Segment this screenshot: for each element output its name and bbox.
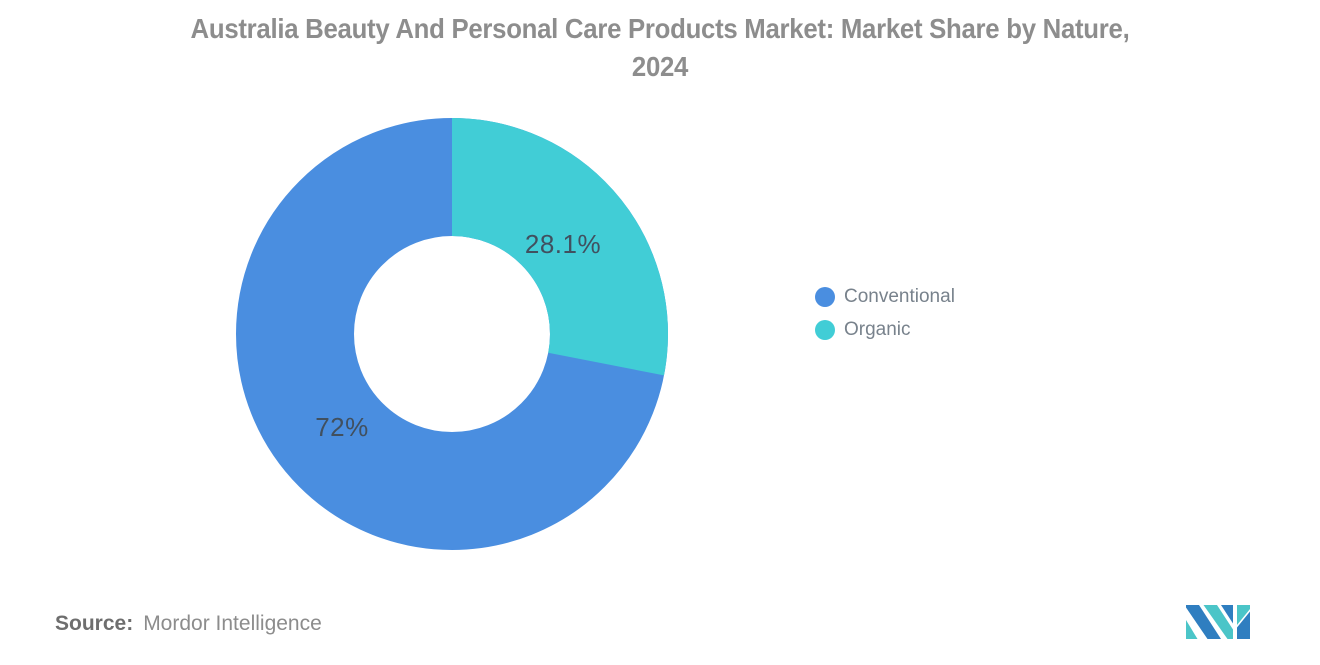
legend: Conventional Organic [815, 284, 955, 343]
mordor-intelligence-logo-icon [1186, 605, 1250, 639]
donut-chart: 28.1% 72% [236, 118, 668, 550]
donut-slice-organic[interactable] [236, 118, 668, 550]
source-label: Source: [55, 612, 134, 635]
source-attribution: Source: Mordor Intelligence [55, 612, 322, 636]
donut-svg [236, 118, 668, 550]
legend-label-organic: Organic [844, 319, 911, 340]
legend-item-conventional[interactable]: Conventional [815, 284, 955, 310]
slice-label-organic: 28.1% [524, 229, 602, 259]
legend-item-organic[interactable]: Organic [815, 317, 955, 343]
chart-title-line-1: Australia Beauty And Personal Care Produ… [190, 13, 1130, 44]
slice-label-conventional: 72% [315, 412, 369, 442]
legend-marker-organic-icon [815, 320, 835, 340]
chart-title: Australia Beauty And Personal Care Produ… [0, 10, 1320, 86]
chart-title-line-2: 2024 [631, 51, 689, 82]
source-value: Mordor Intelligence [143, 612, 322, 635]
legend-marker-conventional-icon [815, 287, 835, 307]
legend-label-conventional: Conventional [844, 286, 955, 307]
